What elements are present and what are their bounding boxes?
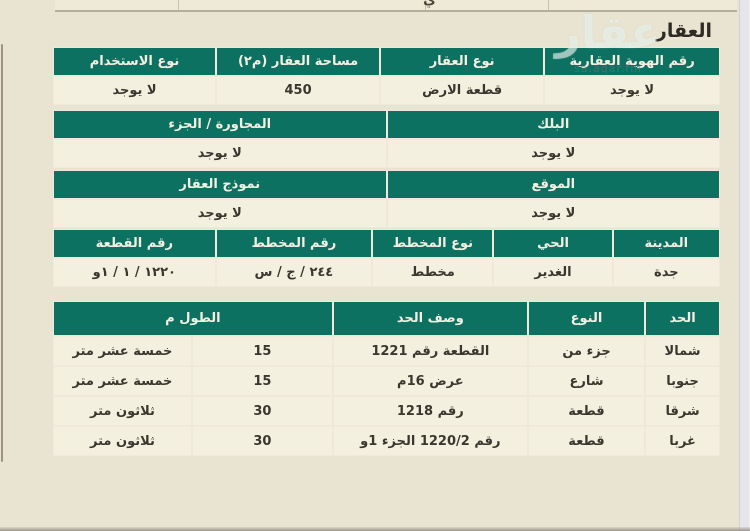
header-block: البلك bbox=[387, 111, 719, 138]
boundary-south-length-value: 15 bbox=[192, 367, 332, 395]
page-left-edge bbox=[1, 44, 3, 462]
boundary-west-length-value: 30 bbox=[192, 427, 332, 455]
header-property-model: نموذج العقار bbox=[54, 171, 386, 198]
table-divider bbox=[548, 0, 549, 10]
header-plot-number: رقم القطعة bbox=[54, 230, 215, 257]
table-divider bbox=[425, 0, 426, 10]
boundary-east-length-text: ثلاثون متر bbox=[54, 397, 191, 425]
boundary-north-description: القطعة رقم 1221 bbox=[333, 337, 527, 365]
value-plan-type: مخطط bbox=[373, 259, 493, 286]
value-neighborhood-part: لا يوجد bbox=[54, 140, 386, 167]
boundary-north-length-text: خمسة عشر متر bbox=[54, 337, 191, 365]
value-usage-type: لا يوجد bbox=[54, 77, 216, 104]
boundary-south-side: جنوبا bbox=[646, 367, 719, 395]
value-plot-number: ١٢٢٠ / ١ / ١و bbox=[54, 259, 215, 286]
location-table: الموقع نموذج العقار لا يوجد لا يوجد bbox=[53, 170, 720, 228]
boundary-north-side: شمالا bbox=[646, 337, 719, 365]
value-block: لا يوجد bbox=[387, 140, 719, 167]
boundary-west-length-text: ثلاثون متر bbox=[54, 427, 191, 455]
header-property-type: نوع العقار bbox=[381, 48, 544, 75]
boundary-south-type: شارع bbox=[528, 367, 645, 395]
value-location: لا يوجد bbox=[387, 200, 719, 227]
value-city: جدة bbox=[613, 259, 719, 286]
boundary-north-length-value: 15 bbox=[192, 337, 332, 365]
value-property-id: لا يوجد bbox=[545, 77, 719, 104]
boundary-south-description: عرض 16م bbox=[333, 367, 527, 395]
plan-table: المدينة الحي نوع المخطط رقم المخطط رقم ا… bbox=[53, 229, 720, 287]
boundary-south-length-text: خمسة عشر متر bbox=[54, 367, 191, 395]
header-plan-number: رقم المخطط bbox=[216, 230, 372, 257]
boundary-east-length-value: 30 bbox=[192, 397, 332, 425]
value-property-type: قطعة الارض bbox=[381, 77, 544, 104]
header-district: الحي bbox=[494, 230, 612, 257]
header-property-area: مساحة العقار (م٢) bbox=[217, 48, 380, 75]
value-property-model: لا يوجد bbox=[54, 200, 386, 227]
boundary-west-side: غربا bbox=[646, 427, 719, 455]
property-identity-table: رقم الهوية العقارية نوع العقار مساحة الع… bbox=[53, 47, 720, 105]
boundary-east-side: شرقا bbox=[646, 397, 719, 425]
boundary-east-description: رقم 1218 bbox=[333, 397, 527, 425]
page-right-edge bbox=[739, 0, 750, 531]
table-divider bbox=[178, 0, 179, 10]
clipped-text-fragment: ي bbox=[423, 0, 436, 8]
page-bottom-edge bbox=[0, 527, 750, 531]
header-neighborhood-part: المجاورة / الجزء bbox=[54, 111, 386, 138]
header-boundary-type: النوع bbox=[528, 302, 645, 335]
header-property-id: رقم الهوية العقارية bbox=[545, 48, 719, 75]
previous-table-fragment: ي bbox=[55, 0, 737, 12]
value-district: الغدير bbox=[494, 259, 612, 286]
boundaries-table: الحد النوع وصف الحد الطول م شمالا جزء من… bbox=[53, 301, 720, 456]
block-table: البلك المجاورة / الجزء لا يوجد لا يوجد bbox=[53, 110, 720, 168]
boundary-east-type: قطعة bbox=[528, 397, 645, 425]
header-location: الموقع bbox=[387, 171, 719, 198]
header-boundary-length: الطول م bbox=[54, 302, 332, 335]
header-boundary-side: الحد bbox=[646, 302, 719, 335]
page-title: العقار bbox=[655, 20, 712, 42]
boundary-west-description: رقم 1220/2 الجزء 1و bbox=[333, 427, 527, 455]
value-property-area: 450 bbox=[217, 77, 380, 104]
header-plan-type: نوع المخطط bbox=[373, 230, 493, 257]
boundary-west-type: قطعة bbox=[528, 427, 645, 455]
boundary-north-type: جزء من bbox=[528, 337, 645, 365]
header-boundary-description: وصف الحد bbox=[333, 302, 527, 335]
header-usage-type: نوع الاستخدام bbox=[54, 48, 216, 75]
header-city: المدينة bbox=[613, 230, 719, 257]
value-plan-number: ٢٤٤ / ج / س bbox=[216, 259, 372, 286]
